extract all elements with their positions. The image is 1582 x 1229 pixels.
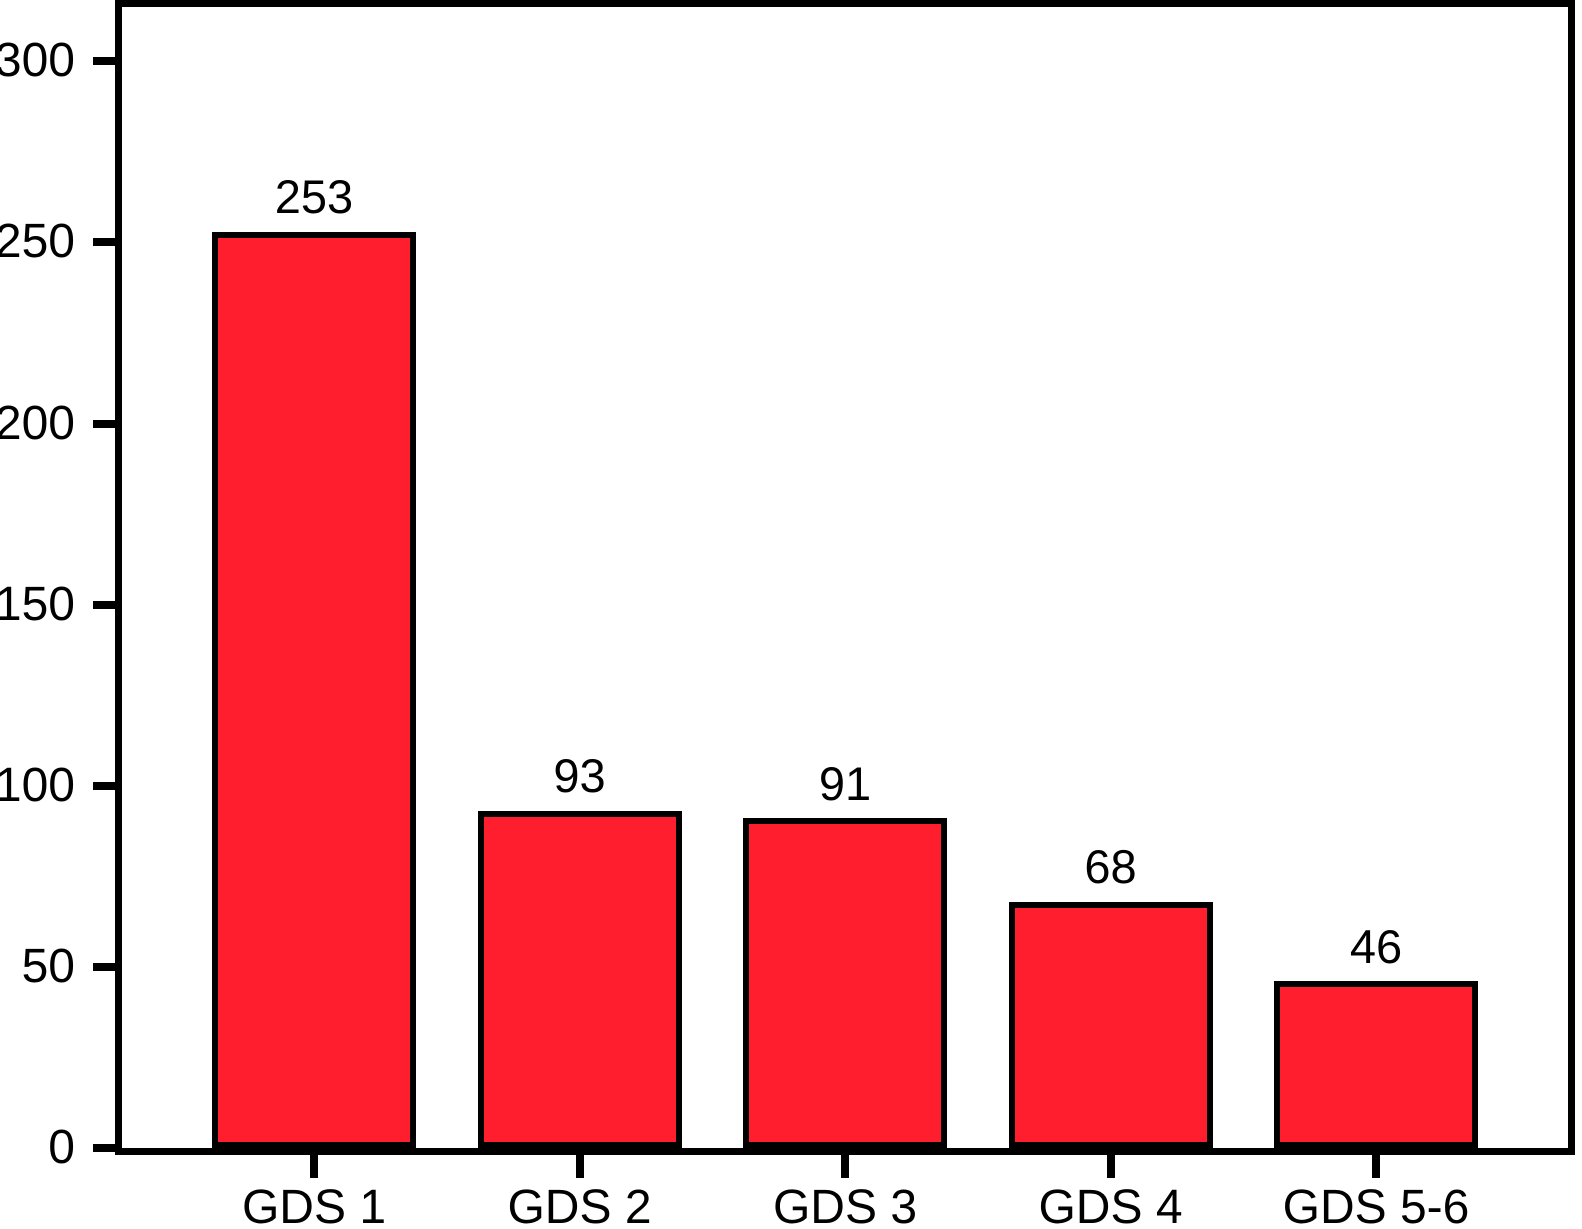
bars-row: 253 GDS 1 93 GDS 2 91 GDS 3 68 GDS 4 46 GDS 5-6 [122,7,1568,1229]
bar-value-label: 91 [818,756,872,810]
y-axis-tick-label: 0 [48,1121,75,1174]
bar-slot-3: 91 GDS 3 [743,7,947,1229]
y-axis-tick-label: 250 [0,215,75,269]
x-axis-tick [1372,1148,1380,1178]
x-axis-tick [841,1148,849,1178]
bar-slot-2: 93 GDS 2 [477,7,682,1229]
x-axis-tick [575,1148,584,1178]
bar-value-label: 46 [1349,919,1403,973]
y-axis-tick-label: 50 [21,939,75,993]
bar-slot-4: 68 GDS 4 [1008,7,1213,1229]
y-axis: 0 50 100 150 200 250 300 [0,7,115,1172]
x-axis-label: GDS 4 [1038,1181,1183,1229]
bar [1274,981,1478,1148]
y-axis-tick [93,419,115,428]
x-axis-label: GDS 2 [507,1181,652,1229]
bar [1008,901,1213,1148]
x-axis-label: GDS 5-6 [1282,1181,1470,1229]
x-axis-tick [310,1148,318,1178]
x-axis-tick [1106,1148,1115,1178]
bar-value-label: 253 [274,169,354,223]
y-axis-tick [93,57,115,66]
plot-area: 253 GDS 1 93 GDS 2 91 GDS 3 68 GDS 4 46 GDS 5-6 [115,0,1575,1229]
x-axis-label: GDS 1 [241,1181,387,1229]
bar [477,811,682,1148]
y-axis-tick-label: 100 [0,758,75,812]
bar-slot-5: 46 GDS 5-6 [1274,7,1478,1229]
y-axis-tick-label: 150 [0,577,75,631]
y-axis-tick-label: 200 [0,396,75,450]
bar [743,818,947,1148]
bar [212,231,416,1148]
bar-value-label: 68 [1084,840,1137,894]
y-axis-tick [93,781,115,790]
y-axis-tick [93,962,115,971]
bar-value-label: 93 [553,749,606,803]
bar-slot-1: 253 GDS 1 [212,7,416,1229]
y-axis-tick [93,1144,115,1152]
y-axis-tick [93,238,115,247]
y-axis-tick-label: 300 [0,34,75,88]
y-axis-tick [93,600,115,609]
x-axis-label: GDS 3 [772,1181,918,1229]
